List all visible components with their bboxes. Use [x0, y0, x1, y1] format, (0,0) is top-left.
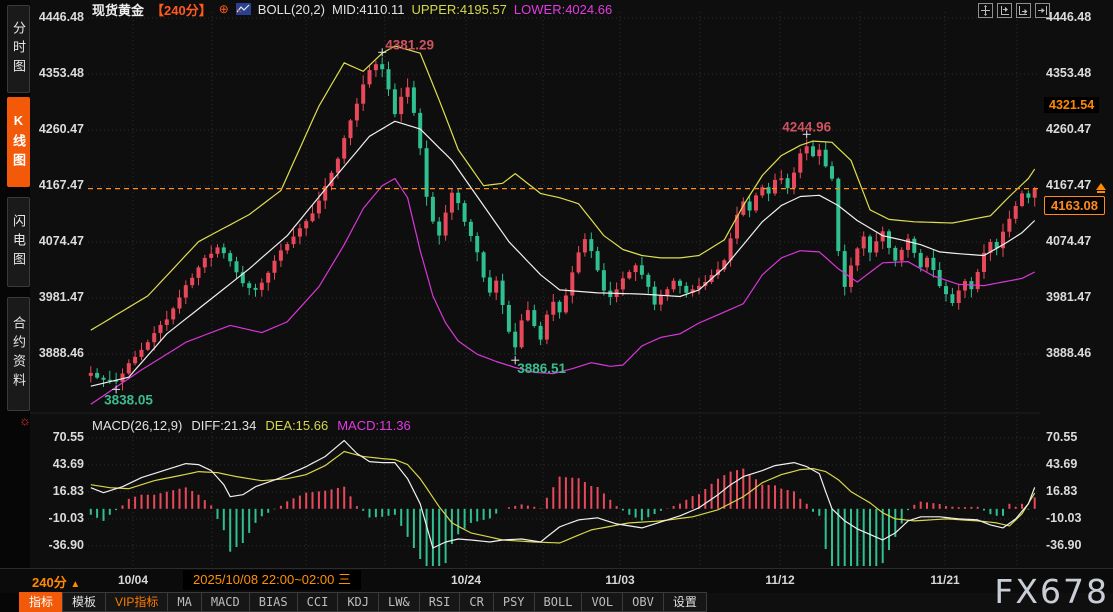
sidebar-tab-lightning-chart[interactable]: 闪电图	[7, 197, 30, 287]
y-axis-label: 4074.47	[1046, 234, 1092, 248]
x-axis-date: 11/21	[930, 573, 960, 587]
y-axis-label: 4353.48	[38, 66, 84, 80]
last-price-badge: 4163.08	[1044, 196, 1105, 215]
macd-axis-label: 16.83	[52, 484, 84, 498]
y-axis-label: 4074.47	[38, 234, 84, 248]
period-label[interactable]: 【240分】	[151, 2, 212, 18]
period-up-arrow-icon: ▲	[70, 579, 81, 590]
macd-macd-value: MACD:11.36	[337, 418, 411, 433]
symbol-name: 现货黄金	[92, 2, 145, 18]
fit-x-axis-icon[interactable]	[1016, 3, 1031, 18]
tab-kdj[interactable]: KDJ	[337, 592, 380, 612]
macd-axis-label: 43.69	[52, 457, 84, 471]
macd-axis-label: -10.03	[1046, 511, 1082, 525]
y-axis-label: 3981.47	[1046, 290, 1092, 304]
y-axis-label: 3888.46	[38, 346, 84, 360]
macd-axis-label: 16.83	[1046, 484, 1078, 498]
svg-text:4244.96: 4244.96	[782, 119, 831, 134]
tab-bias[interactable]: BIAS	[248, 592, 298, 612]
macd-axis-label: -36.90	[48, 538, 84, 552]
shift-right-icon[interactable]	[1035, 3, 1050, 18]
boll-formula: BOLL(20,2)	[257, 1, 325, 17]
svg-text:4381.29: 4381.29	[385, 37, 434, 52]
tab-settings[interactable]: 设置	[662, 592, 707, 612]
y-axis-label: 4260.47	[38, 122, 84, 136]
fx678-watermark: FX678	[994, 572, 1109, 611]
y-axis-label: 4446.48	[38, 10, 84, 24]
fit-y-axis-icon[interactable]	[997, 3, 1012, 18]
boll-mid-value: MID:4110.11	[331, 1, 405, 17]
macd-axis-label: -10.03	[48, 511, 84, 525]
pan-tool-icon[interactable]	[978, 3, 993, 18]
tab-indicator[interactable]: 指标	[19, 592, 64, 612]
indicator-chart-icon[interactable]	[235, 3, 251, 15]
y-axis-label: 4167.47	[1046, 178, 1092, 192]
last-price-alarm-icon[interactable]	[1096, 183, 1106, 193]
y-axis-label: 4446.48	[1046, 10, 1092, 24]
indicator-toolbar: 指标 模板 VIP指标 MA MACD BIAS CCI KDJ LW& RSI…	[19, 592, 707, 612]
y-axis-label: 4167.47	[38, 178, 84, 192]
period-status[interactable]: 240分 ▲	[32, 572, 80, 591]
macd-header: MACD(26,12,9) DIFF:21.34 DEA:15.66 MACD:…	[92, 418, 411, 433]
y-axis-label: 3981.47	[38, 290, 84, 304]
tab-ma[interactable]: MA	[167, 592, 202, 612]
y-axis-label: 4260.47	[1046, 122, 1092, 136]
tab-cr[interactable]: CR	[459, 592, 494, 612]
macd-formula: MACD(26,12,9)	[92, 418, 183, 433]
svg-text:3838.05: 3838.05	[104, 392, 153, 407]
x-axis-date: 11/12	[765, 573, 795, 587]
tab-psy[interactable]: PSY	[492, 592, 535, 612]
chart-tool-icons	[978, 3, 1050, 18]
macd-axis-label: 43.69	[1046, 457, 1078, 471]
svg-text:3886.51: 3886.51	[517, 361, 566, 376]
tab-vip-indicator[interactable]: VIP指标	[105, 592, 169, 612]
tab-lw[interactable]: LW&	[378, 592, 420, 612]
tab-obv[interactable]: OBV	[622, 592, 664, 612]
macd-diff-value: DIFF:21.34	[191, 418, 257, 433]
hovered-candle-info: 2025/10/08 22:00~02:00 三	[183, 570, 361, 590]
macd-axis-label: 70.55	[1046, 430, 1078, 444]
tab-boll[interactable]: BOLL	[533, 592, 583, 612]
left-sidebar: 分时图 K线图 闪电图 合约资料	[0, 0, 30, 612]
macd-axis-label: -36.90	[1046, 538, 1082, 552]
sidebar-tab-kline-chart[interactable]: K线图	[7, 97, 30, 187]
chart-header: 现货黄金 【240分】 ⊕ BOLL(20,2) MID:4110.11 UPP…	[92, 1, 613, 18]
circled-plus-icon[interactable]: ⊕	[218, 2, 229, 16]
sidebar-tab-time-chart[interactable]: 分时图	[7, 5, 30, 93]
boll-upper-value: UPPER:4195.57	[411, 1, 507, 17]
period-status-text: 240分	[32, 575, 67, 590]
tab-rsi[interactable]: RSI	[418, 592, 461, 612]
tab-cci[interactable]: CCI	[296, 592, 339, 612]
tab-template[interactable]: 模板	[62, 592, 107, 612]
tab-macd[interactable]: MACD	[200, 592, 250, 612]
tab-vol[interactable]: VOL	[581, 592, 624, 612]
price-alarm-icon[interactable]: ☼	[19, 413, 31, 428]
price-alert-badge[interactable]: 4321.54	[1044, 97, 1100, 113]
macd-dea-value: DEA:15.66	[265, 418, 329, 433]
boll-lower-value: LOWER:4024.66	[513, 1, 613, 17]
x-axis-date: 10/24	[450, 573, 482, 587]
x-axis-date: 10/04	[117, 573, 149, 587]
y-axis-label: 3888.46	[1046, 346, 1092, 360]
sidebar-tab-contract-info[interactable]: 合约资料	[7, 297, 30, 411]
macd-axis-label: 70.55	[52, 430, 84, 444]
y-axis-label: 4353.48	[1046, 66, 1092, 80]
x-axis-date: 11/03	[605, 573, 635, 587]
